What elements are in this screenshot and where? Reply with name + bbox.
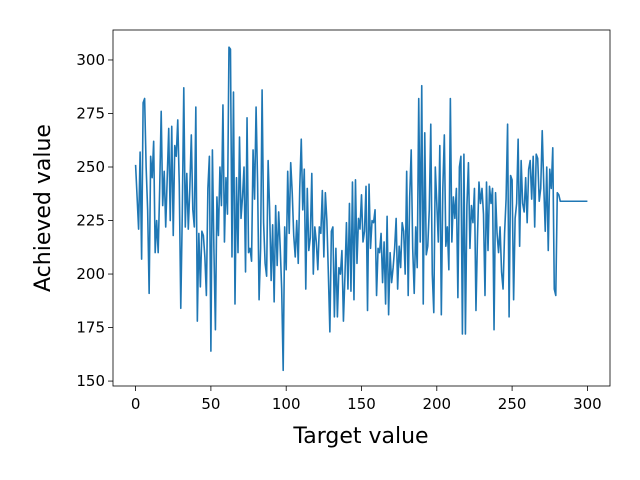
y-tick-label: 250: [76, 158, 105, 176]
y-tick-label: 300: [76, 51, 105, 69]
y-tick-label: 150: [76, 372, 105, 390]
plot-frame: [112, 29, 611, 387]
y-tick-label: 275: [76, 104, 105, 122]
y-tick-label: 175: [76, 319, 105, 337]
x-axis-label: Target value: [292, 424, 428, 449]
x-tick-label: 200: [422, 395, 451, 413]
x-tick-label: 150: [347, 395, 376, 413]
y-tick-label: 225: [76, 212, 105, 230]
data-line: [134, 46, 588, 372]
y-axis-label: Achieved value: [31, 124, 56, 292]
x-tick-label: 0: [131, 395, 141, 413]
x-tick-label: 50: [201, 395, 220, 413]
x-tick-label: 100: [272, 395, 301, 413]
x-tick-label: 250: [498, 395, 527, 413]
y-tick-label: 200: [76, 265, 105, 283]
x-tick-label: 300: [573, 395, 602, 413]
